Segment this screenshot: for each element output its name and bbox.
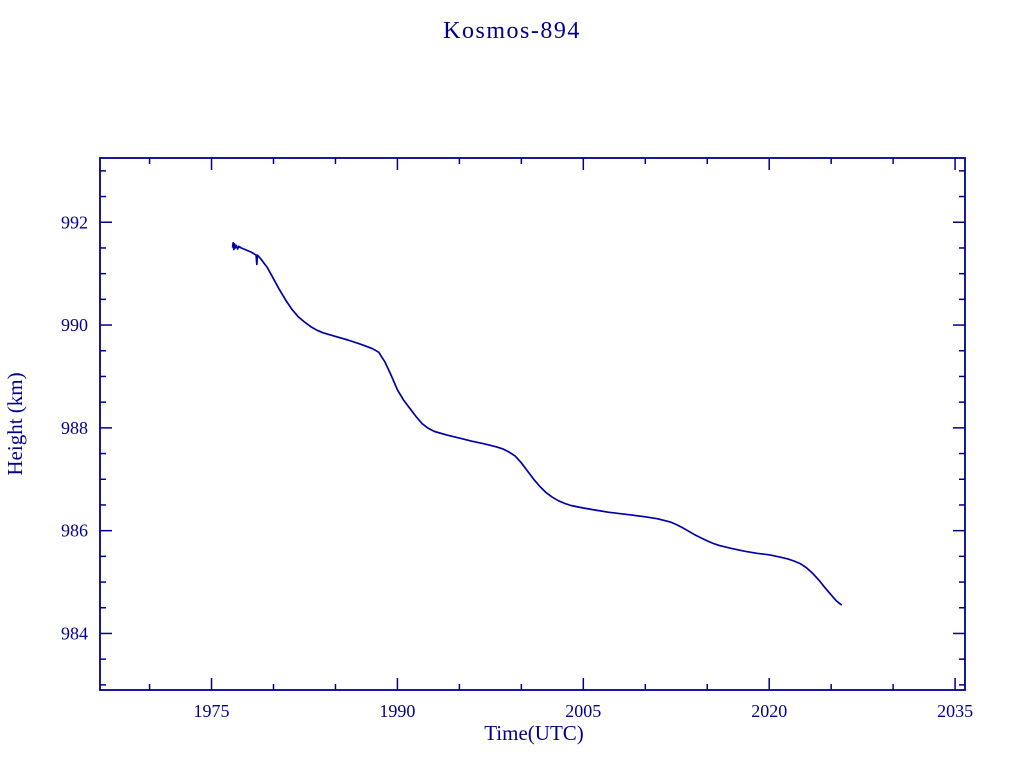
x-tick-label: 2035 <box>937 701 973 721</box>
y-tick-label: 992 <box>61 212 88 232</box>
y-tick-label: 986 <box>61 521 88 541</box>
y-tick-label: 984 <box>61 623 88 643</box>
x-tick-label: 2020 <box>751 701 787 721</box>
chart-title: Kosmos-894 <box>443 18 581 44</box>
x-tick-label: 1990 <box>379 701 415 721</box>
x-tick-label: 2005 <box>565 701 601 721</box>
height-series-line <box>231 241 842 606</box>
x-tick-label: 1975 <box>194 701 230 721</box>
x-axis-label: Time(UTC) <box>484 721 584 745</box>
y-tick-label: 988 <box>61 418 88 438</box>
y-axis-label: Height (km) <box>3 372 27 475</box>
y-tick-label: 990 <box>61 315 88 335</box>
plot-frame <box>99 157 966 691</box>
plot-area: 1975 1990 2005 2020 2035 984 986 988 990 992 <box>61 157 973 721</box>
